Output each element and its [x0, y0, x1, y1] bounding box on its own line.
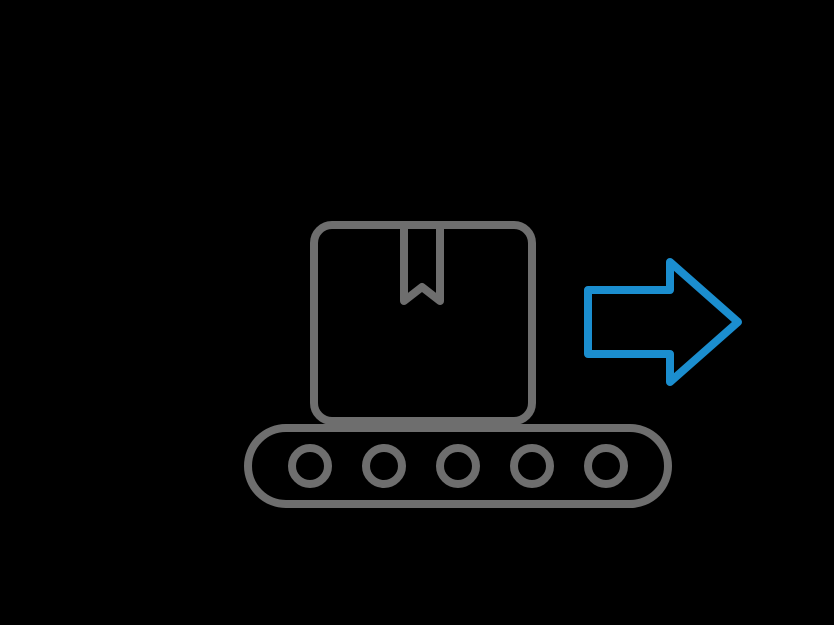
conveyor-roller [440, 448, 476, 484]
conveyor-roller [292, 448, 328, 484]
box-outline [314, 225, 532, 421]
conveyor-illustration [0, 0, 834, 625]
box-ribbon-icon [404, 229, 440, 301]
conveyor-belt [248, 428, 668, 504]
conveyor-roller [366, 448, 402, 484]
conveyor-roller [588, 448, 624, 484]
arrow-right-icon [588, 262, 738, 382]
conveyor-roller [514, 448, 550, 484]
